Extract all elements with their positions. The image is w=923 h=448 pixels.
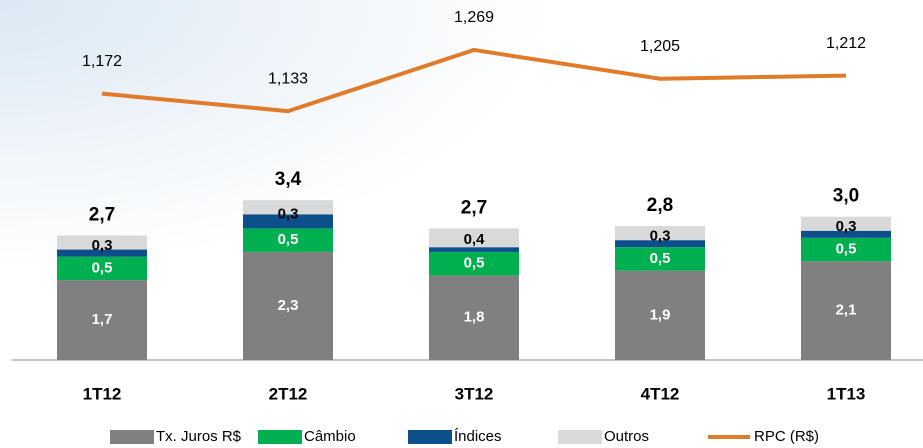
bar-segment bbox=[429, 247, 519, 252]
legend-label: Câmbio bbox=[304, 428, 356, 445]
legend-swatch bbox=[408, 430, 452, 444]
bar-segment bbox=[801, 216, 891, 231]
data-label: 0,4 bbox=[464, 231, 486, 248]
bar-segment bbox=[615, 226, 705, 241]
x-tick-label: 1T13 bbox=[827, 384, 866, 403]
data-label: 0,5 bbox=[464, 255, 485, 272]
legend-swatch bbox=[110, 430, 154, 444]
bar-segment bbox=[57, 256, 147, 281]
data-label: 0,3 bbox=[92, 237, 113, 254]
data-label: 1,205 bbox=[640, 38, 680, 55]
data-label: 0,3 bbox=[278, 205, 299, 222]
legend-label: RPC (R$) bbox=[754, 428, 819, 445]
x-tick-label: 4T12 bbox=[641, 384, 680, 403]
bar-segment bbox=[615, 270, 705, 360]
bar-segment bbox=[429, 251, 519, 276]
bar-segment bbox=[801, 237, 891, 262]
bar-segment bbox=[429, 228, 519, 248]
bar-segment bbox=[429, 275, 519, 360]
data-label: 1,9 bbox=[650, 306, 671, 323]
x-tick-label: 3T12 bbox=[455, 384, 494, 403]
data-label: 1,8 bbox=[464, 309, 485, 326]
bar-segment bbox=[243, 214, 333, 229]
data-label: 0,3 bbox=[650, 228, 671, 245]
data-label: 1,269 bbox=[454, 9, 494, 26]
legend-label: Outros bbox=[604, 428, 649, 445]
data-label: 1,172 bbox=[82, 53, 122, 70]
data-label: 0,5 bbox=[92, 259, 113, 276]
bar-segment bbox=[57, 249, 147, 257]
data-label: 0,5 bbox=[278, 231, 299, 248]
data-label: 2,1 bbox=[836, 302, 857, 319]
total-label: 2,8 bbox=[647, 195, 673, 216]
data-label: 2,3 bbox=[278, 297, 299, 314]
data-label: 1,133 bbox=[268, 70, 308, 87]
data-label: 0,5 bbox=[836, 241, 857, 258]
legend-swatch bbox=[558, 430, 602, 444]
bar-segment bbox=[801, 261, 891, 360]
x-tick-label: 2T12 bbox=[269, 384, 308, 403]
bar-segment bbox=[801, 230, 891, 238]
line bbox=[101, 47, 847, 114]
total-label: 3,0 bbox=[833, 186, 859, 207]
bar-segment bbox=[243, 251, 333, 360]
data-label: 0,5 bbox=[650, 250, 671, 267]
data-label: 0,3 bbox=[836, 218, 857, 235]
data-label: 1,7 bbox=[92, 311, 113, 328]
total-label: 2,7 bbox=[89, 204, 115, 225]
bar-segment bbox=[57, 280, 147, 360]
bar-segment bbox=[615, 240, 705, 248]
bar-segment bbox=[243, 200, 333, 215]
legend-label: Índices bbox=[454, 428, 502, 445]
legend-swatch bbox=[258, 430, 302, 444]
legend-label: Tx. Juros R$ bbox=[156, 428, 242, 445]
data-label: 1,212 bbox=[826, 35, 866, 52]
bar-segment bbox=[57, 235, 147, 250]
bar-segment bbox=[615, 247, 705, 271]
bar-segment bbox=[243, 228, 333, 252]
x-tick-label: 1T12 bbox=[83, 384, 122, 403]
total-label: 2,7 bbox=[461, 197, 487, 218]
total-label: 3,4 bbox=[275, 169, 302, 190]
